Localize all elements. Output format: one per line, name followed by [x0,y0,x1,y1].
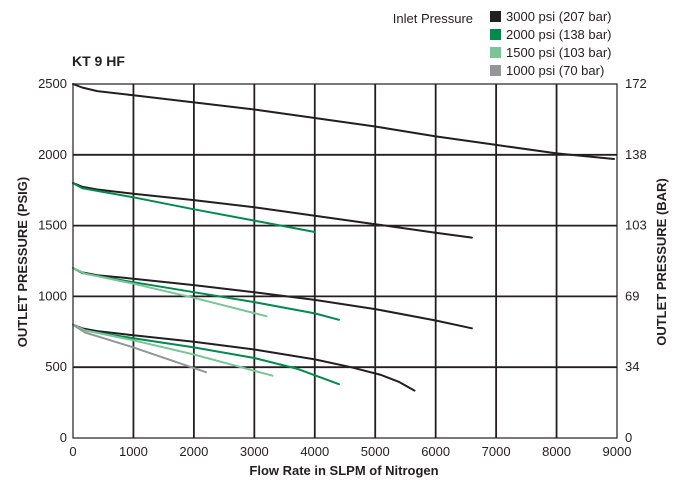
legend-label: 3000 psi (207 bar) [506,9,612,24]
x-tick-label: 4000 [300,444,329,459]
legend-swatch [490,47,501,58]
series-line-1500-psi [72,267,268,318]
grid [73,84,617,438]
series-line-2000-psi [72,182,316,233]
y-right-tick-label: 34 [625,359,639,374]
x-tick-label: 2000 [179,444,208,459]
x-axis-title: Flow Rate in SLPM of Nitrogen [249,463,438,478]
y-right-tick-label: 0 [625,430,632,445]
y-tick-label: 1500 [38,218,67,233]
x-tick-label: 9000 [603,444,632,459]
x-tick-label: 0 [69,444,76,459]
legend-label: 1000 psi (70 bar) [506,63,604,78]
y-axis-title-right: OUTLET PRESSURE (BAR) [654,178,669,346]
series-line-1000-psi [72,323,207,374]
y-right-tick-label: 172 [625,76,647,91]
y-right-tick-label: 103 [625,218,647,233]
legend: Inlet Pressure 3000 psi (207 bar) 2000 ps… [393,9,612,78]
x-tick-label: 1000 [119,444,148,459]
y-tick-label: 500 [45,359,67,374]
chart-title: KT 9 HF [72,53,125,69]
x-tick-label: 3000 [240,444,269,459]
y-right-tick-label: 138 [625,147,647,162]
x-tick-label: 7000 [482,444,511,459]
y-tick-label: 1000 [38,288,67,303]
series-line-1500-psi [72,323,274,377]
legend-swatch [490,29,501,40]
y-tick-labels: 0 500 1000 1500 2000 2500 [38,76,67,445]
legend-label: 2000 psi (138 bar) [506,27,612,42]
x-tick-label: 5000 [361,444,390,459]
y-right-tick-labels: 0 34 69 103 138 172 [625,76,647,445]
x-tick-label: 6000 [421,444,450,459]
y-tick-label: 2000 [38,147,67,162]
y-tick-label: 2500 [38,76,67,91]
series-line-3000-psi [72,182,473,239]
legend-title: Inlet Pressure [393,11,473,26]
x-tick-label: 8000 [542,444,571,459]
y-right-tick-label: 69 [625,288,639,303]
y-tick-label: 0 [60,430,67,445]
series-line-3000-psi [72,323,416,392]
series-line-3000-psi [72,83,615,160]
series-lines [72,83,615,392]
plot-frame [72,83,618,439]
y-axis-title: OUTLET PRESSURE (PSIG) [15,177,30,347]
legend-swatch [490,11,501,22]
x-tick-labels: 0 1000 2000 3000 4000 5000 6000 7000 8000 9000 [69,444,631,459]
legend-swatch [490,65,501,76]
legend-label: 1500 psi (103 bar) [506,45,612,60]
